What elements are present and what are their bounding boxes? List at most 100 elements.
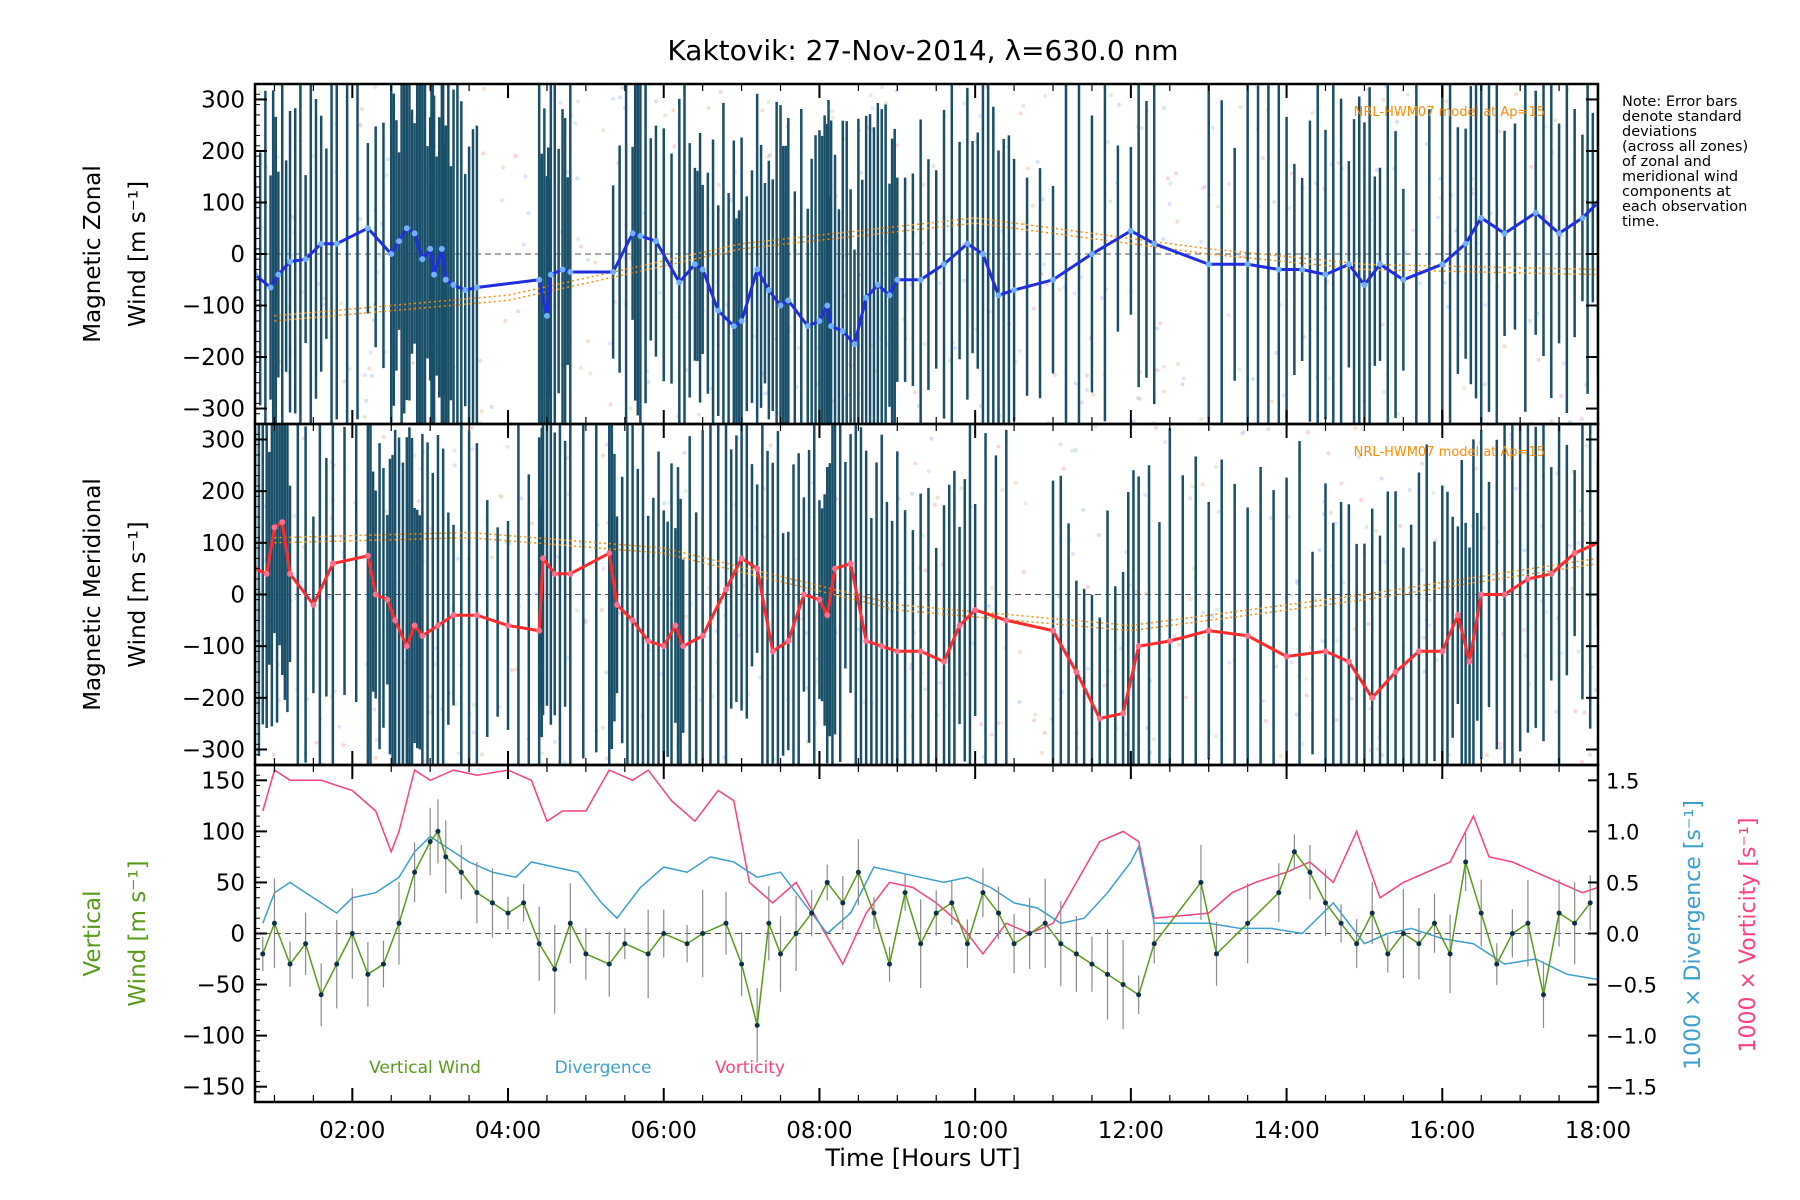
vertical-wind-point — [1136, 992, 1142, 998]
zone-sample-point — [555, 554, 560, 559]
zone-sample-point — [1304, 676, 1309, 681]
zone-sample-point — [1022, 221, 1027, 226]
data-point — [1244, 632, 1251, 639]
zone-sample-point — [470, 447, 475, 452]
zone-sample-point — [1210, 125, 1215, 130]
vertical-wind-point — [606, 961, 612, 967]
y-tick-label: −200 — [182, 345, 245, 371]
data-point — [816, 596, 823, 603]
zone-sample-point — [292, 514, 297, 519]
vertical-wind-point — [980, 890, 986, 896]
zone-sample-point — [762, 535, 767, 540]
zone-sample-point — [1436, 215, 1441, 220]
zone-sample-point — [1135, 395, 1140, 400]
zone-sample-point — [471, 730, 476, 735]
zone-sample-point — [604, 442, 609, 447]
x-axis-label: Time [Hours UT] — [824, 1144, 1020, 1172]
data-point — [1466, 658, 1473, 665]
vertical-wind-point — [1525, 920, 1531, 926]
zone-sample-point — [1042, 262, 1047, 267]
vertical-wind-point — [1478, 910, 1484, 916]
data-point — [699, 266, 706, 273]
zone-sample-point — [611, 96, 616, 101]
zone-sample-point — [1529, 164, 1534, 169]
data-point — [847, 560, 854, 567]
zone-sample-point — [1373, 528, 1378, 533]
vertical-wind-line — [262, 829, 1591, 1026]
vertical-wind-point — [536, 941, 542, 947]
data-point — [1579, 214, 1586, 221]
x-tick-label: 14:00 — [1253, 1118, 1319, 1144]
vertical-wind-point — [1151, 941, 1157, 947]
zone-sample-point — [617, 611, 622, 616]
zone-sample-point — [1227, 182, 1232, 187]
zone-sample-point — [381, 434, 386, 439]
vertical-wind-point — [1058, 941, 1064, 947]
zone-sample-point — [1281, 393, 1286, 398]
data-point — [1127, 227, 1134, 234]
data-point — [941, 261, 948, 268]
zone-sample-point — [367, 366, 372, 371]
series-line — [255, 201, 1598, 348]
data-point — [302, 256, 309, 263]
zone-sample-point — [516, 309, 521, 314]
vertical-wind-point — [1338, 920, 1344, 926]
data-point — [917, 648, 924, 655]
zone-sample-point — [1043, 93, 1048, 98]
zone-sample-point — [1161, 237, 1166, 242]
zone-sample-point — [795, 251, 800, 256]
zone-sample-point — [1151, 737, 1156, 742]
zone-sample-point — [1395, 119, 1400, 124]
zone-sample-point — [481, 151, 486, 156]
vertical-wind-point — [287, 961, 293, 967]
data-point — [637, 232, 644, 239]
zone-sample-point — [1199, 417, 1204, 422]
data-point — [551, 570, 558, 577]
zone-sample-point — [1032, 718, 1037, 723]
zone-sample-point — [1091, 392, 1096, 397]
zone-sample-point — [1139, 126, 1144, 131]
zone-sample-point — [1073, 448, 1078, 453]
zone-sample-point — [1237, 367, 1242, 372]
zone-sample-point — [671, 108, 676, 113]
zone-sample-point — [663, 113, 668, 118]
zone-sample-point — [883, 101, 888, 106]
zone-sample-point — [962, 278, 967, 283]
data-point — [411, 622, 418, 629]
vertical-wind-point — [349, 931, 355, 936]
zone-sample-point — [1175, 219, 1180, 224]
zone-sample-point — [358, 216, 363, 221]
panel-data — [255, 424, 1598, 765]
zone-sample-point — [907, 666, 912, 671]
vertical-wind-point — [1245, 920, 1251, 926]
zone-sample-point — [452, 448, 457, 453]
zone-sample-point — [1498, 745, 1503, 750]
y-tick-label: 300 — [201, 87, 245, 113]
zone-sample-point — [937, 281, 942, 286]
panels: NRL-HWM07 model at Ap=15 300 200 100 0 −100 −2… — [80, 82, 1761, 1144]
zone-sample-point — [1106, 139, 1111, 144]
zone-sample-point — [912, 390, 917, 395]
zone-sample-point — [588, 371, 593, 376]
zone-sample-point — [1585, 443, 1590, 448]
data-point — [1415, 648, 1422, 655]
zone-sample-point — [1266, 427, 1271, 432]
zone-sample-point — [1339, 481, 1344, 486]
data-point — [1299, 266, 1306, 273]
zone-sample-point — [1544, 214, 1549, 219]
zone-sample-point — [959, 486, 964, 491]
zone-sample-point — [1085, 666, 1090, 671]
zone-sample-point — [1484, 753, 1489, 758]
zone-sample-point — [362, 373, 367, 378]
zone-sample-point — [1521, 627, 1526, 632]
zone-sample-point — [479, 409, 484, 414]
zone-sample-point — [923, 687, 928, 692]
zone-sample-point — [1474, 466, 1479, 471]
y-tick-label: −300 — [182, 738, 245, 764]
data-point — [372, 591, 379, 598]
zone-sample-point — [1419, 568, 1424, 573]
data-point — [652, 238, 659, 245]
zone-sample-point — [1017, 649, 1022, 654]
zone-sample-point — [1158, 321, 1163, 326]
zone-sample-point — [1341, 580, 1346, 585]
